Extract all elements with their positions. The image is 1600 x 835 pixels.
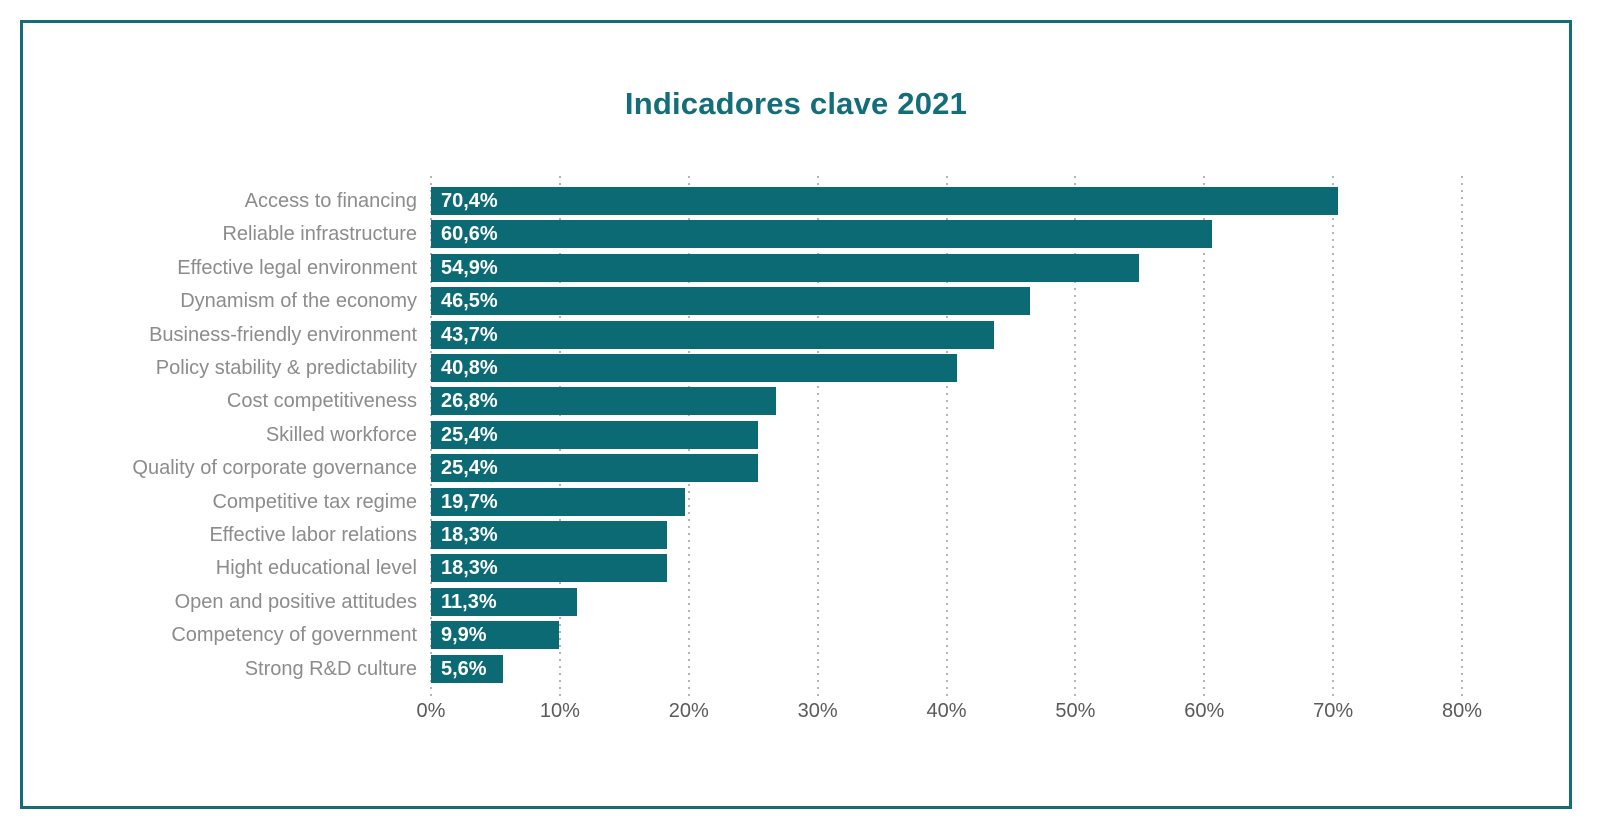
bar-value-label: 19,7% xyxy=(441,490,498,513)
chart-title: Indicadores clave 2021 xyxy=(624,86,968,121)
bar-skilled-workforce: 25,4% xyxy=(431,420,759,449)
gridline-60% xyxy=(1203,176,1206,696)
bar-value-label: 60,6% xyxy=(441,223,498,246)
x-tick-label: 20% xyxy=(668,700,709,722)
bar-open-and-positive-attitudes: 11,3% xyxy=(431,587,577,616)
bar-effective-legal-environment: 54,9% xyxy=(431,253,1139,282)
x-tick-label: 60% xyxy=(1184,700,1225,722)
bar-policy-stability-predictability: 40,8% xyxy=(431,354,957,382)
category-label: Access to financing xyxy=(244,190,417,212)
bar-access-to-financing: 70,4% xyxy=(431,187,1339,215)
bar-dynamism-of-the-economy: 46,5% xyxy=(431,287,1031,316)
gridline-30% xyxy=(816,176,819,696)
category-label: Reliable infrastructure xyxy=(222,223,417,246)
category-label: Quality of corporate governance xyxy=(132,457,417,480)
plot-area: 70,4% 60,6% 54,9% 46,5% 43,7% 40,8% 26,8% 25,4%… xyxy=(430,172,1463,696)
category-label: Policy stability & predictability xyxy=(155,357,417,379)
bar-reliable-infrastructure: 60,6% xyxy=(431,220,1212,249)
gridline-80% xyxy=(1461,176,1463,696)
category-label: Strong R&D culture xyxy=(244,657,417,680)
bar-business-friendly-environment: 43,7% xyxy=(431,320,995,349)
bar-value-label: 9,9% xyxy=(441,624,487,647)
category-label: Competency of government xyxy=(171,624,417,647)
x-tick-label: 50% xyxy=(1055,700,1096,722)
bar-value-label: 5,6% xyxy=(441,657,487,680)
category-label: Open and positive attitudes xyxy=(174,590,417,613)
category-label: Business-friendly environment xyxy=(149,323,417,346)
bar-value-label: 18,3% xyxy=(441,524,498,546)
category-label: Cost competitiveness xyxy=(226,390,417,413)
bar-hight-educational-level: 18,3% xyxy=(431,554,667,583)
bar-competency-of-government: 9,9% xyxy=(431,621,559,650)
gridline-70% xyxy=(1332,176,1335,696)
x-tick-label: 0% xyxy=(416,700,446,722)
category-label: Hight educational level xyxy=(215,557,417,580)
bar-value-label: 54,9% xyxy=(441,256,498,279)
bar-value-label: 26,8% xyxy=(441,390,498,413)
bar-value-label: 70,4% xyxy=(441,190,498,212)
bar-value-label: 46,5% xyxy=(441,290,498,313)
x-tick-label: 30% xyxy=(797,700,838,722)
bar-quality-of-corporate-governance: 25,4% xyxy=(431,454,759,483)
bar-effective-labor-relations: 18,3% xyxy=(431,521,667,549)
x-tick-label: 10% xyxy=(539,700,580,722)
bar-value-label: 25,4% xyxy=(441,457,498,480)
x-tick-label: 70% xyxy=(1313,700,1354,722)
bar-value-label: 18,3% xyxy=(441,557,498,580)
bar-value-label: 11,3% xyxy=(441,590,497,613)
bar-value-label: 40,8% xyxy=(441,357,498,379)
x-tick-label: 80% xyxy=(1441,700,1483,722)
bar-competitive-tax-regime: 19,7% xyxy=(431,487,685,516)
category-axis-labels: Access to financing Reliable infrastructu… xyxy=(60,172,417,696)
category-label: Competitive tax regime xyxy=(212,490,417,513)
x-axis: 0% 10% 20% 30% 40% 50% 60% 70% 80% xyxy=(0,700,1600,730)
gridline-40% xyxy=(945,176,948,696)
category-label: Effective labor relations xyxy=(209,524,417,546)
bar-strong-r-d-culture: 5,6% xyxy=(431,654,504,683)
x-tick-label: 40% xyxy=(926,700,967,722)
category-label: Skilled workforce xyxy=(265,423,417,446)
bar-value-label: 25,4% xyxy=(441,423,498,446)
bar-value-label: 43,7% xyxy=(441,323,498,346)
bar-cost-competitiveness: 26,8% xyxy=(431,387,777,416)
category-label: Effective legal environment xyxy=(177,256,417,279)
gridline-50% xyxy=(1074,176,1077,696)
category-label: Dynamism of the economy xyxy=(180,290,417,313)
chart-frame-border xyxy=(20,20,1572,809)
